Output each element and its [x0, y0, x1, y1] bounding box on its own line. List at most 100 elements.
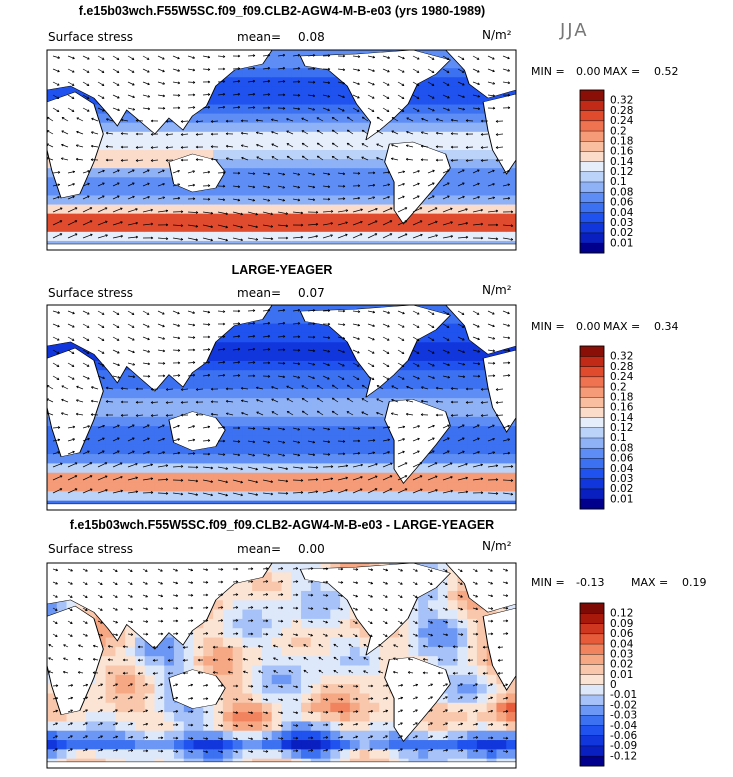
wind-vector [82, 220, 93, 226]
field-cell [232, 407, 244, 418]
field-cell [105, 721, 116, 732]
field-cell [320, 712, 331, 723]
field-cell [320, 360, 331, 371]
field-cell [115, 656, 126, 667]
wind-vector-head [447, 195, 450, 199]
wind-vector-head [450, 387, 454, 390]
field-cell [408, 379, 419, 390]
field-cell [232, 656, 244, 667]
wind-vector-head [342, 54, 346, 58]
field-cell [408, 646, 419, 657]
field-cell [222, 186, 234, 197]
field-cell [379, 426, 390, 437]
field-cell [457, 122, 468, 133]
field-cell [183, 491, 195, 502]
wind-vector-head [192, 68, 196, 72]
field-cell [320, 749, 331, 760]
wind-vector [502, 466, 514, 468]
wind-vector-head [225, 480, 228, 484]
field-cell [349, 131, 361, 142]
field-cell [476, 463, 488, 474]
wind-vector [502, 81, 510, 84]
field-cell [437, 581, 449, 592]
field-cell [359, 222, 371, 233]
wind-vector [157, 492, 169, 494]
wind-vector [157, 68, 165, 72]
field-cell [261, 674, 273, 685]
field-cell [95, 435, 107, 446]
field-cell [86, 609, 97, 620]
wind-vector-head [312, 335, 316, 339]
wind-vector-head [135, 387, 139, 391]
wind-vector [187, 106, 196, 109]
wind-vector-head [270, 237, 274, 241]
wind-vector [352, 349, 360, 354]
field-cell [330, 684, 341, 695]
wind-vector-head [150, 463, 153, 467]
field-cell [222, 360, 234, 371]
field-cell [115, 646, 126, 657]
wind-vector-head [510, 465, 514, 468]
field-cell [496, 435, 507, 446]
field-cell [115, 222, 126, 233]
wind-vector-head [237, 105, 241, 109]
field-cell [310, 77, 322, 87]
field-cell [447, 472, 458, 483]
wind-vector-head [387, 69, 390, 73]
field-cell [252, 674, 263, 685]
wind-vector [187, 310, 195, 314]
colorbar-tick-label: 0.18 [610, 135, 633, 147]
field-cell [47, 463, 58, 474]
field-cell [349, 388, 361, 399]
wind-vector [112, 349, 120, 354]
wind-vector [382, 362, 390, 367]
field-cell [115, 749, 126, 760]
field-cell [144, 186, 156, 197]
wind-vector [307, 375, 315, 379]
wind-vector [142, 492, 154, 494]
field-cell [242, 684, 253, 695]
field-cell [447, 351, 458, 362]
field-cell [213, 204, 224, 215]
field-cell [242, 740, 253, 750]
field-cell [144, 231, 156, 242]
field-cell [222, 131, 234, 142]
wind-vector-head [432, 182, 435, 186]
field-cell [349, 646, 361, 657]
wind-vector [47, 398, 54, 403]
wind-vector [427, 310, 435, 315]
wind-vector [142, 349, 150, 353]
field-cell [144, 740, 156, 750]
wind-vector-head [282, 427, 286, 431]
wind-vector [165, 401, 174, 404]
panel-2-wind-vectors [47, 308, 514, 497]
wind-vector-head [510, 210, 514, 214]
wind-vector [427, 475, 438, 481]
wind-vector [412, 349, 420, 354]
field-cell [281, 332, 292, 343]
wind-vector [301, 130, 309, 135]
field-cell [320, 150, 331, 160]
field-cell [213, 370, 224, 381]
field-cell [174, 131, 185, 142]
field-cell [222, 749, 234, 760]
wind-vector [82, 475, 93, 481]
field-cell [66, 749, 77, 760]
field-cell [76, 491, 87, 502]
wind-vector-head [162, 424, 165, 428]
field-cell [496, 454, 507, 465]
wind-vector-head [316, 410, 320, 414]
wind-vector-head [376, 130, 380, 133]
field-cell [222, 140, 234, 151]
field-cell [301, 665, 312, 676]
wind-vector-head [419, 207, 423, 210]
field-cell [310, 351, 322, 362]
wind-vector [202, 479, 213, 483]
wind-vector-head [177, 374, 181, 377]
field-cell [281, 730, 292, 741]
colorbar-swatch [579, 242, 605, 254]
field-cell [291, 204, 302, 215]
wind-vector-head [286, 118, 289, 121]
wind-vector-head [331, 410, 335, 414]
field-cell [222, 426, 234, 437]
